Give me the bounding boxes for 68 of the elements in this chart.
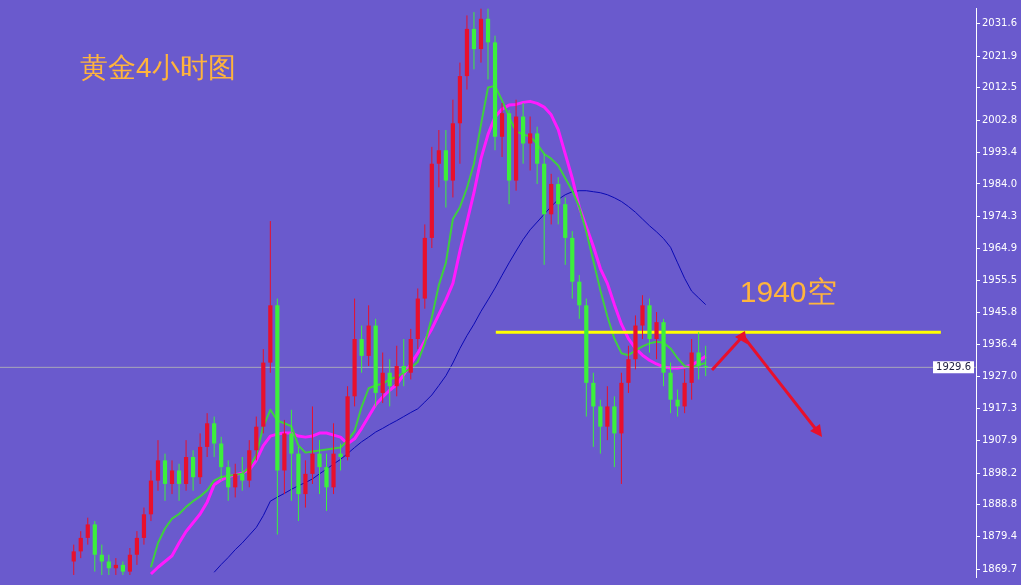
candlestick <box>226 459 231 502</box>
y-tick-label: 1936.4 <box>982 338 1018 349</box>
y-tick-label: 2012.5 <box>982 81 1018 93</box>
candlestick <box>471 11 477 70</box>
candlestick <box>176 463 182 502</box>
y-tick-label: 1907.9 <box>982 434 1018 446</box>
candlestick <box>310 405 315 485</box>
candlestick <box>254 416 259 461</box>
candlestick <box>577 274 582 320</box>
candlestick <box>162 453 168 502</box>
candlestick <box>654 311 659 360</box>
y-tick-label: 1964.9 <box>982 241 1018 253</box>
y-tick-label: 1974.3 <box>982 210 1018 222</box>
y-tick-label: 1879.4 <box>982 530 1018 542</box>
candlestick <box>71 544 76 576</box>
candlestick <box>141 507 147 546</box>
candlestick <box>591 372 596 448</box>
candlestick <box>675 389 680 418</box>
y-tick-label: 1955.5 <box>982 273 1018 285</box>
candlestick <box>499 102 505 158</box>
candlestick <box>134 530 140 566</box>
y-tick-label: 1888.8 <box>982 498 1018 510</box>
candlestick <box>240 456 245 492</box>
candlestick <box>682 368 687 414</box>
candlestick <box>106 554 111 576</box>
candlestick <box>598 399 603 455</box>
candlestick <box>169 459 175 495</box>
ref-line-label: 1929.6 <box>936 360 972 372</box>
y-tick-label: 2031.6 <box>982 17 1018 29</box>
y-tick-label: 1984.0 <box>982 177 1018 189</box>
candlestick <box>120 560 125 576</box>
y-tick-label: 2002.8 <box>982 114 1018 126</box>
y-tick-label: 1869.7 <box>982 562 1018 574</box>
candlestick <box>233 463 238 498</box>
text: 黄金4小时图 <box>80 52 236 83</box>
candlestick <box>155 439 161 492</box>
candlestick <box>190 449 196 492</box>
y-tick-label: 1917.3 <box>982 402 1018 414</box>
candlestick <box>359 325 364 374</box>
candlestick <box>528 116 533 171</box>
candlestick <box>380 352 385 404</box>
candlestick <box>605 385 610 441</box>
candlestick <box>205 412 210 458</box>
candlestick <box>696 331 701 380</box>
candlestick <box>436 129 441 188</box>
candlestick <box>387 358 392 407</box>
y-tick-label: 2021.9 <box>982 49 1018 61</box>
candlestick <box>317 439 322 495</box>
candlestick <box>338 443 343 471</box>
candlestick <box>78 530 83 559</box>
candlestick <box>394 345 399 397</box>
y-tick-label: 1945.8 <box>982 306 1018 318</box>
candlestick <box>626 345 631 394</box>
candlestick <box>556 176 561 225</box>
candlestick <box>640 294 645 340</box>
y-tick-label: 1898.2 <box>982 466 1018 478</box>
ref-line-label: 1940空 <box>739 275 837 309</box>
candlestick <box>85 517 90 546</box>
candlestick <box>127 547 133 576</box>
candlestick <box>401 338 406 387</box>
candlestick <box>289 409 294 502</box>
candlestick <box>303 459 308 509</box>
y-tick-label: 1993.4 <box>982 145 1018 157</box>
candlestick <box>485 8 491 80</box>
y-tick-label: 1927.0 <box>982 369 1018 381</box>
candlestick <box>212 416 217 458</box>
candlestick <box>324 453 329 512</box>
candlestick <box>219 436 224 482</box>
